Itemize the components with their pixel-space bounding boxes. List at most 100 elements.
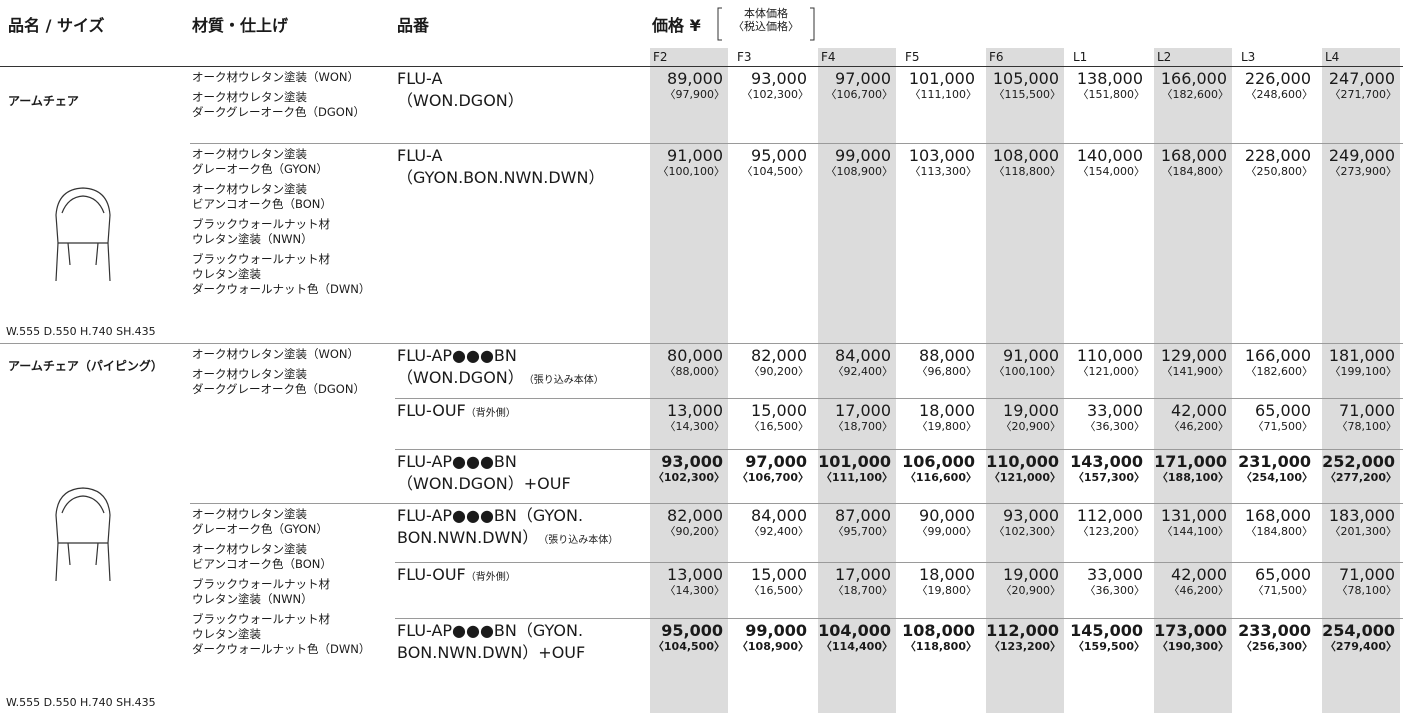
tax-price: 〈113,300〉 <box>909 165 978 178</box>
tax-price: 〈108,900〉 <box>825 165 894 178</box>
product-size: W.555 D.550 H.740 SH.435 <box>6 325 156 338</box>
price: 112,000 <box>1076 506 1143 525</box>
price: 231,000 <box>1238 452 1311 471</box>
tax-price: 〈182,600〉 <box>1245 365 1314 378</box>
price: 93,000 <box>661 452 723 471</box>
grade-label: L1 <box>1073 50 1088 64</box>
column-shade <box>1154 48 1232 713</box>
material: オーク材ウレタン塗装 ダークグレーオーク色（DGON） <box>192 90 365 119</box>
price: 95,000 <box>661 621 723 640</box>
product-code: FLU-AP●●●BN（GYON. BON.NWN.DWN）+OUF <box>397 620 647 664</box>
tax-price: 〈256,300〉 <box>1240 640 1313 653</box>
product-code: FLU-AP●●●BN （WON.DGON）（張り込み本体） <box>397 345 647 392</box>
row-rule <box>395 562 1403 563</box>
tax-price: 〈97,900〉 <box>664 88 726 101</box>
price: 84,000 <box>751 506 807 525</box>
price: 89,000 <box>667 69 723 88</box>
tax-price: 〈111,100〉 <box>820 471 893 484</box>
tax-price: 〈151,800〉 <box>1077 88 1146 101</box>
tax-price: 〈46,200〉 <box>1168 420 1230 433</box>
material: オーク材ウレタン塗装 ビアンコオーク色（BON） <box>192 542 332 571</box>
price: 82,000 <box>751 346 807 365</box>
price: 65,000 <box>1255 565 1311 584</box>
header: 材質・仕上げ <box>192 16 289 35</box>
tax-price: 〈184,800〉 <box>1245 525 1314 538</box>
price: 131,000 <box>1160 506 1227 525</box>
tax-price: 〈100,100〉 <box>993 365 1062 378</box>
price: 33,000 <box>1087 401 1143 420</box>
price: 140,000 <box>1076 146 1143 165</box>
tax-price: 〈78,100〉 <box>1336 584 1398 597</box>
tax-price: 〈157,300〉 <box>1072 471 1145 484</box>
product-name: アームチェア（パイピング） <box>8 359 163 373</box>
header-rule <box>0 66 1403 67</box>
tax-price: 〈96,800〉 <box>916 365 978 378</box>
column-shade <box>818 48 896 713</box>
price-note: 本体価格 〈税込価格〉 <box>722 7 810 33</box>
tax-price: 〈36,300〉 <box>1084 420 1146 433</box>
column-shade <box>986 48 1064 713</box>
grade-label: L4 <box>1325 50 1340 64</box>
tax-price: 〈16,500〉 <box>748 584 810 597</box>
code-text: FLU-A （WON.DGON） <box>397 69 524 110</box>
tax-price: 〈92,400〉 <box>832 365 894 378</box>
tax-price: 〈100,100〉 <box>657 165 726 178</box>
price: 19,000 <box>1003 565 1059 584</box>
material: オーク材ウレタン塗装（WON） <box>192 70 360 84</box>
tax-price: 〈20,900〉 <box>1000 584 1062 597</box>
material: ブラックウォールナット材 ウレタン塗装（NWN） <box>192 217 330 246</box>
tax-price: 〈199,100〉 <box>1329 365 1398 378</box>
price: 71,000 <box>1339 401 1395 420</box>
section-rule <box>0 343 1403 344</box>
tax-price: 〈273,900〉 <box>1329 165 1398 178</box>
price: 106,000 <box>902 452 975 471</box>
row-rule <box>395 449 1403 450</box>
tax-price: 〈102,300〉 <box>993 525 1062 538</box>
material: ブラックウォールナット材 ウレタン塗装（NWN） <box>192 577 330 606</box>
price: 84,000 <box>835 346 891 365</box>
price: 254,000 <box>1322 621 1395 640</box>
group-rule <box>190 143 1403 144</box>
tax-price: 〈121,000〉 <box>988 471 1061 484</box>
price: 17,000 <box>835 565 891 584</box>
price: 171,000 <box>1154 452 1227 471</box>
price: 183,000 <box>1328 506 1395 525</box>
header: 品番 <box>397 16 430 35</box>
bracket <box>717 7 815 41</box>
price: 247,000 <box>1328 69 1395 88</box>
price: 90,000 <box>919 506 975 525</box>
tax-price: 〈123,200〉 <box>1077 525 1146 538</box>
tax-price: 〈123,200〉 <box>988 640 1061 653</box>
price: 42,000 <box>1171 565 1227 584</box>
tax-price: 〈19,800〉 <box>916 584 978 597</box>
code-note: （張り込み本体） <box>538 535 619 546</box>
price: 108,000 <box>992 146 1059 165</box>
code-note: （背外側） <box>465 572 516 583</box>
price: 110,000 <box>1076 346 1143 365</box>
price: 249,000 <box>1328 146 1395 165</box>
price: 166,000 <box>1244 346 1311 365</box>
chair-icon <box>55 187 111 282</box>
tax-price: 〈279,400〉 <box>1324 640 1397 653</box>
grade-label: L2 <box>1157 50 1172 64</box>
product-code: FLU-OUF（背外側） <box>397 400 647 425</box>
price: 93,000 <box>1003 506 1059 525</box>
tax-price: 〈19,800〉 <box>916 420 978 433</box>
materials: オーク材ウレタン塗装 グレーオーク色（GYON） オーク材ウレタン塗装 ビアンコオ… <box>192 507 392 662</box>
price: 103,000 <box>908 146 975 165</box>
price: 95,000 <box>751 146 807 165</box>
price: 18,000 <box>919 401 975 420</box>
price: 99,000 <box>745 621 807 640</box>
product-code: FLU-A （WON.DGON） <box>397 68 647 112</box>
price: 80,000 <box>667 346 723 365</box>
tax-price: 〈116,600〉 <box>904 471 977 484</box>
note-base: 本体価格 <box>744 7 788 20</box>
code-note: （張り込み本体） <box>523 375 604 386</box>
price: 252,000 <box>1322 452 1395 471</box>
tax-price: 〈159,500〉 <box>1072 640 1145 653</box>
code-text: FLU-AP●●●BN（GYON. BON.NWN.DWN） <box>397 506 584 547</box>
price: 233,000 <box>1238 621 1311 640</box>
row-rule <box>395 398 1403 399</box>
price: 108,000 <box>902 621 975 640</box>
